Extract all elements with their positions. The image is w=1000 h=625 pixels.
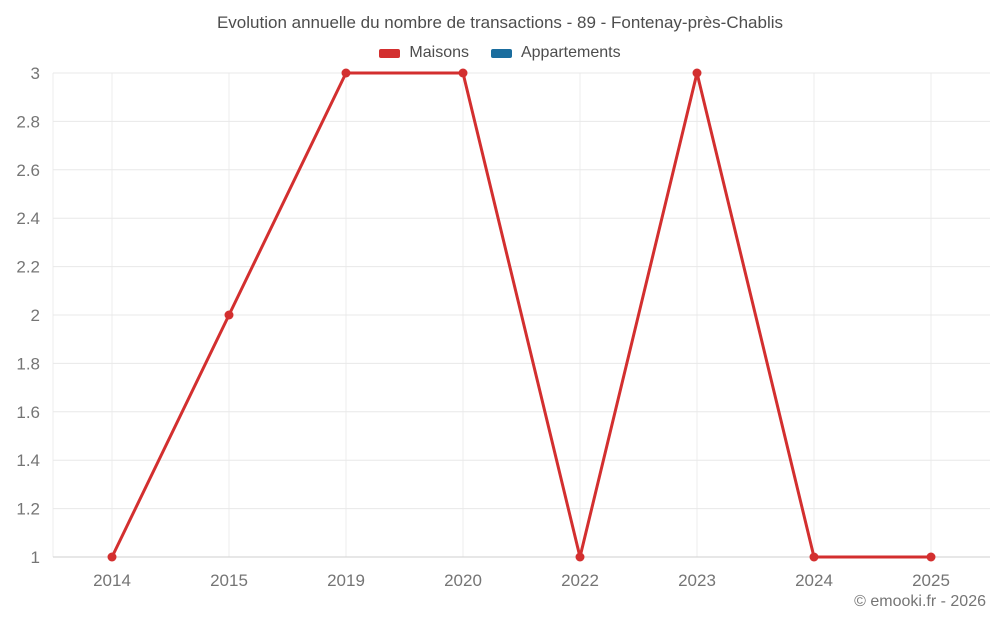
- y-tick-label: 1: [31, 548, 40, 567]
- maisons-swatch-icon: [379, 48, 401, 58]
- x-tick-label: 2025: [912, 571, 950, 590]
- data-point-maisons[interactable]: [224, 310, 234, 320]
- x-tick-label: 2014: [93, 571, 131, 590]
- y-tick-label: 2.6: [16, 161, 40, 180]
- data-point-maisons[interactable]: [575, 552, 585, 562]
- legend: Maisons Appartements: [0, 44, 1000, 62]
- data-point-maisons[interactable]: [341, 68, 351, 78]
- y-tick-label: 2: [31, 306, 40, 325]
- y-tick-label: 2.2: [16, 258, 40, 277]
- y-tick-label: 2.8: [16, 112, 40, 131]
- legend-label-appartements: Appartements: [520, 44, 621, 61]
- legend-item-maisons[interactable]: Maisons: [379, 44, 469, 62]
- y-tick-label: 1.2: [16, 500, 40, 519]
- y-tick-label: 3: [31, 64, 40, 83]
- data-point-maisons[interactable]: [107, 552, 117, 562]
- x-tick-label: 2019: [327, 571, 365, 590]
- legend-label-maisons: Maisons: [409, 44, 469, 61]
- y-tick-label: 1.8: [16, 354, 40, 373]
- x-tick-label: 2015: [210, 571, 248, 590]
- data-point-maisons[interactable]: [926, 552, 936, 562]
- appartements-swatch-icon: [490, 48, 512, 58]
- data-point-maisons[interactable]: [809, 552, 819, 562]
- y-tick-label: 1.6: [16, 403, 40, 422]
- data-point-maisons[interactable]: [458, 68, 468, 78]
- chart-title: Evolution annuelle du nombre de transact…: [216, 13, 784, 32]
- copyright-text: © emooki.fr - 2026: [854, 593, 986, 610]
- x-tick-label: 2022: [561, 571, 599, 590]
- x-tick-label: 2023: [678, 571, 716, 590]
- y-tick-label: 2.4: [16, 209, 40, 228]
- data-point-maisons[interactable]: [692, 68, 702, 78]
- y-tick-label: 1.4: [16, 451, 40, 470]
- legend-item-appartements[interactable]: Appartements: [490, 44, 621, 62]
- x-tick-label: 2020: [444, 571, 482, 590]
- series-line-maisons: [110, 71, 933, 559]
- x-tick-label: 2024: [795, 571, 833, 590]
